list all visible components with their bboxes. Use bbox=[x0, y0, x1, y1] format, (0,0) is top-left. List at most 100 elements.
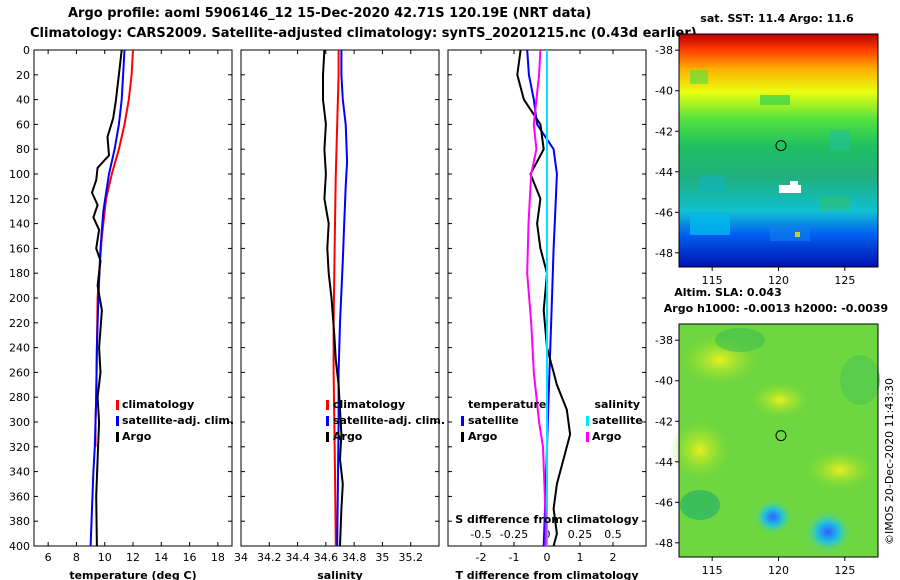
legend-argo-swatch bbox=[326, 432, 329, 442]
lat-tick-label: -40 bbox=[655, 85, 673, 98]
x-tick-label: 34.6 bbox=[314, 551, 339, 564]
depth-tick-label: 120 bbox=[9, 193, 30, 206]
depth-tick-label: 140 bbox=[9, 218, 30, 231]
legend-argo-label: Argo bbox=[333, 430, 363, 443]
legend-s-argo-swatch bbox=[586, 432, 589, 442]
depth-tick-label: 40 bbox=[16, 94, 30, 107]
sla-patch bbox=[840, 355, 880, 405]
x2-tick-label: 0.5 bbox=[604, 528, 622, 541]
x-tick-label: 8 bbox=[73, 551, 80, 564]
sst-cloud-gap bbox=[790, 181, 798, 186]
depth-tick-label: 240 bbox=[9, 342, 30, 355]
x-tick-label: 34.2 bbox=[257, 551, 282, 564]
lat-tick-label: -48 bbox=[655, 247, 673, 260]
sla-patch bbox=[805, 450, 875, 490]
lat-tick-label: -38 bbox=[655, 44, 673, 57]
sst-patch bbox=[690, 70, 708, 84]
legend-t-satellite-swatch bbox=[461, 416, 464, 426]
depth-tick-label: 100 bbox=[9, 168, 30, 181]
difference-series bbox=[516, 49, 572, 547]
sst-map-panel: sat. SST: 11.4 Argo: 11.6 115 120 125 -38 -4… bbox=[655, 12, 879, 287]
x2-tick-label: -0.5 bbox=[470, 528, 491, 541]
lat-tick-label: -42 bbox=[655, 125, 673, 138]
sst-patch bbox=[770, 225, 810, 241]
salinity-plot-frame bbox=[240, 49, 440, 547]
x-tick-label: 34 bbox=[234, 551, 248, 564]
depth-tick-label: 0 bbox=[23, 44, 30, 57]
x-tick-label: 35.2 bbox=[398, 551, 423, 564]
x-tick-label: -1 bbox=[509, 551, 520, 564]
lat-tick-label: -40 bbox=[655, 375, 673, 388]
series-line-satellite-adj-clim- bbox=[336, 50, 349, 547]
depth-tick-label: 340 bbox=[9, 466, 30, 479]
lon-tick-label: 120 bbox=[768, 274, 789, 287]
legend-salinity-title: salinity bbox=[594, 398, 640, 411]
series-line-argo bbox=[90, 49, 123, 547]
sst-cloud-gap bbox=[779, 185, 801, 193]
legend-t-satellite-label: satellite bbox=[468, 414, 519, 427]
sla-low-eddy bbox=[804, 510, 852, 554]
difference-panel: -2 -1 0 1 2-0.5 -0.25 0 0.25 0.5 T difference fr… bbox=[447, 49, 647, 580]
sla-map-title: Altim. SLA: 0.043 bbox=[674, 286, 781, 299]
x-tick-label: 12 bbox=[126, 551, 140, 564]
x2-tick-label: 0.25 bbox=[568, 528, 593, 541]
series-line-climatology bbox=[332, 50, 340, 547]
sst-map-axes: 115 120 125 -38 -40 -42 -44 -46 -48 bbox=[655, 44, 855, 287]
x-tick-label: 6 bbox=[45, 551, 52, 564]
series-line-argo bbox=[322, 49, 344, 547]
depth-tick-label: 200 bbox=[9, 292, 30, 305]
sst-patch bbox=[760, 95, 790, 105]
x-tick-label: 35 bbox=[375, 551, 389, 564]
depth-tick-label: 60 bbox=[16, 118, 30, 131]
depth-tick-label: 260 bbox=[9, 366, 30, 379]
salinity-legend: climatology satellite-adj. clim. Argo bbox=[326, 398, 445, 443]
sla-patch bbox=[750, 382, 810, 418]
depth-tick-label: 320 bbox=[9, 441, 30, 454]
title-line-1: Argo profile: aoml 5906146_12 15-Dec-202… bbox=[68, 6, 592, 21]
lat-tick-label: -46 bbox=[655, 206, 673, 219]
difference-legend: temperature satellite Argo salinity sate… bbox=[461, 398, 643, 443]
depth-tick-label: 20 bbox=[16, 69, 30, 82]
x-tick-label: 10 bbox=[98, 551, 112, 564]
sla-map-panel: Altim. SLA: 0.043 Argo h1000: -0.0013 h2… bbox=[655, 286, 888, 577]
depth-tick-label: 220 bbox=[9, 317, 30, 330]
sla-map-texture bbox=[670, 328, 880, 554]
x-tick-label: 18 bbox=[211, 551, 225, 564]
sla-patch bbox=[715, 328, 765, 352]
lon-tick-label: 125 bbox=[834, 274, 855, 287]
series-line-s-argo bbox=[526, 49, 547, 546]
difference-axes: -2 -1 0 1 2-0.5 -0.25 0 0.25 0.5 bbox=[448, 49, 646, 564]
legend-satellite-swatch bbox=[326, 416, 329, 426]
x-tick-label: 14 bbox=[154, 551, 168, 564]
legend-s-satellite-swatch bbox=[586, 416, 589, 426]
legend-climatology-label: climatology bbox=[122, 398, 194, 411]
depth-tick-label: 400 bbox=[9, 540, 30, 553]
legend-argo-swatch bbox=[116, 432, 119, 442]
sst-patch bbox=[700, 175, 725, 193]
depth-tick-label: 300 bbox=[9, 416, 30, 429]
salinity-panel: 34 34.2 34.4 34.6 34.8 35 35.2 salinity climat… bbox=[234, 49, 445, 580]
legend-s-argo-label: Argo bbox=[592, 430, 622, 443]
depth-tick-label: 160 bbox=[9, 242, 30, 255]
depth-tick-label: 380 bbox=[9, 515, 30, 528]
lat-tick-label: -44 bbox=[655, 456, 673, 469]
salinity-axis-label: salinity bbox=[317, 569, 363, 580]
lat-tick-label: -38 bbox=[655, 334, 673, 347]
sst-patch bbox=[820, 196, 850, 210]
sla-map-axes: 115 120 125 -38 -40 -42 -44 -46 -48 bbox=[655, 334, 855, 577]
credit-text: ©IMOS 20-Dec-2020 11:43:30 bbox=[883, 378, 896, 545]
salinity-series bbox=[322, 49, 349, 547]
sla-map-subtitle: Argo h1000: -0.0013 h2000: -0.0039 bbox=[664, 302, 888, 315]
sst-patch bbox=[795, 232, 800, 237]
lon-tick-label: 115 bbox=[702, 274, 723, 287]
x-tick-label: 16 bbox=[183, 551, 197, 564]
lat-tick-label: -44 bbox=[655, 166, 673, 179]
temperature-axis-label: temperature (deg C) bbox=[69, 569, 196, 580]
legend-t-argo-label: Argo bbox=[468, 430, 498, 443]
legend-climatology-swatch bbox=[116, 400, 119, 410]
legend-climatology-label: climatology bbox=[333, 398, 405, 411]
legend-satellite-label: satellite-adj. clim. bbox=[333, 414, 445, 427]
lon-tick-label: 115 bbox=[702, 564, 723, 577]
legend-argo-label: Argo bbox=[122, 430, 152, 443]
legend-satellite-label: satellite-adj. clim. bbox=[122, 414, 234, 427]
